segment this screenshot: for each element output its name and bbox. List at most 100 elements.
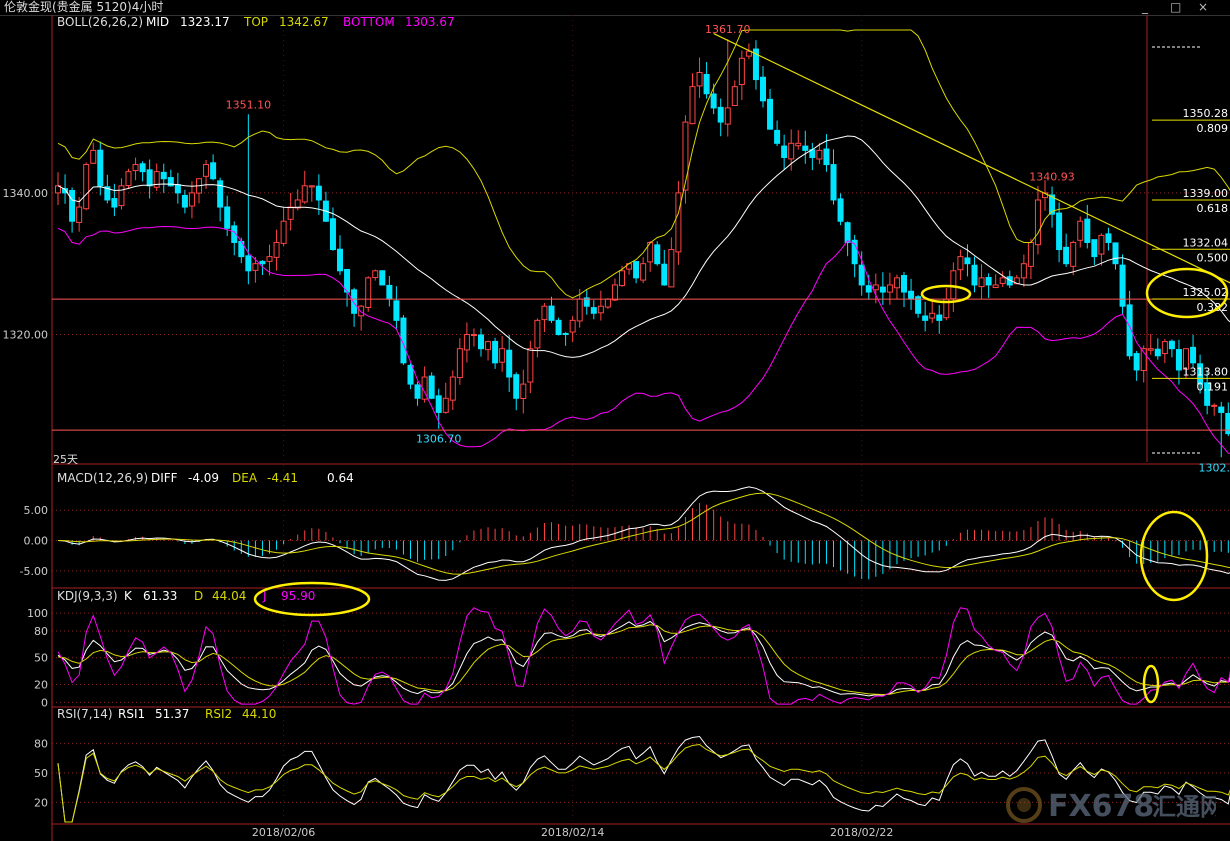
candle-body bbox=[1126, 304, 1133, 357]
rsi2-line bbox=[57, 743, 1230, 823]
minimize-button[interactable]: _ bbox=[1142, 0, 1148, 14]
candle-body bbox=[365, 277, 372, 308]
candle-body bbox=[802, 145, 809, 151]
candle-body bbox=[548, 305, 555, 321]
candle-body bbox=[463, 334, 470, 351]
candle-body bbox=[153, 171, 160, 188]
fib-price-label: 1350.28 bbox=[1183, 107, 1229, 120]
candle-body bbox=[1112, 242, 1119, 265]
kdj-j-label: J bbox=[262, 589, 267, 603]
kdj-tick-label: 80 bbox=[34, 625, 48, 638]
candle-body bbox=[964, 257, 971, 265]
candle-body bbox=[950, 270, 957, 300]
candle-body bbox=[181, 194, 188, 208]
x-tick-label: 2018/02/06 bbox=[252, 826, 315, 839]
rsi1-label: RSI1 bbox=[118, 707, 145, 721]
macd-label: MACD(12,26,9) bbox=[57, 471, 148, 485]
candle-body bbox=[1147, 348, 1154, 351]
candle-body bbox=[760, 76, 766, 102]
candle-body bbox=[661, 263, 668, 286]
fib-ratio-label: 0.382 bbox=[1197, 301, 1229, 314]
rsi-tick-label: 20 bbox=[34, 796, 48, 809]
candle-body bbox=[90, 149, 97, 164]
candle-body bbox=[795, 142, 802, 147]
kdj-tick-label: 20 bbox=[34, 678, 48, 691]
period-label: 25天 bbox=[53, 453, 78, 466]
boll-bottom-line bbox=[57, 225, 1230, 454]
kdj-tick-label: 0 bbox=[41, 696, 48, 709]
candle-body bbox=[287, 206, 294, 220]
annotation-ellipse-macd bbox=[1139, 510, 1209, 602]
candle-body bbox=[407, 364, 414, 385]
candle-body bbox=[358, 305, 365, 317]
candle-body bbox=[69, 190, 76, 222]
candle-body bbox=[62, 188, 69, 194]
boll-mid-label: MID bbox=[146, 15, 169, 29]
candle-body bbox=[576, 298, 583, 322]
candle-body bbox=[1020, 263, 1027, 279]
candle-body bbox=[118, 185, 125, 207]
kdj-d-value: 44.04 bbox=[212, 589, 246, 603]
macd-hist-value: 0.64 bbox=[327, 471, 354, 485]
candle-body bbox=[971, 264, 978, 286]
x-tick-label: 2018/02/14 bbox=[541, 826, 604, 839]
candle-body bbox=[534, 319, 541, 349]
boll-bottom-label: BOTTOM bbox=[343, 15, 395, 29]
candle-body bbox=[936, 314, 943, 321]
candle-body bbox=[858, 264, 865, 286]
candle-body bbox=[1105, 233, 1112, 243]
window-title: 伦敦金现(贵金属 5120)4小时 bbox=[4, 0, 164, 14]
rsi-label: RSI(7,14) bbox=[57, 707, 113, 721]
boll-top-label: TOP bbox=[243, 15, 268, 29]
candle-body bbox=[1154, 348, 1161, 357]
boll-bottom-value: 1303.67 bbox=[405, 15, 455, 29]
candle-body bbox=[301, 185, 308, 203]
price-annotation-label: 1351.10 bbox=[226, 98, 272, 111]
candle-body bbox=[266, 256, 273, 262]
candle-body bbox=[329, 218, 336, 251]
candle-body bbox=[203, 164, 210, 177]
watermark-ring-icon bbox=[1006, 787, 1042, 823]
candle-body bbox=[1175, 349, 1182, 371]
candle-body bbox=[922, 315, 929, 321]
candle-body bbox=[1070, 241, 1077, 267]
fib-ratio-label: 0.809 bbox=[1197, 122, 1229, 135]
candle-body bbox=[703, 74, 710, 95]
candle-body bbox=[1168, 340, 1175, 350]
candle-body bbox=[76, 206, 83, 223]
candle-body bbox=[470, 334, 477, 337]
kdj-j-line bbox=[57, 607, 1230, 705]
hand-annotations bbox=[253, 267, 1229, 704]
candle-body bbox=[231, 225, 238, 243]
macd-tick-label: 0.00 bbox=[24, 535, 49, 548]
kdj-k-line bbox=[57, 620, 1230, 697]
boll-mid-line bbox=[57, 135, 1230, 358]
kdj-j-value: 95.90 bbox=[281, 589, 315, 603]
x-tick-label: 2018/02/22 bbox=[830, 826, 893, 839]
axis-layer: 1340.00 1320.00 5.00 0.00 -5.00 100 80 50 20 0 80 5… bbox=[3, 187, 894, 839]
candle-body bbox=[541, 305, 548, 321]
price-annotation-label: 1361.70 bbox=[705, 23, 751, 36]
candle-body bbox=[668, 249, 675, 288]
candle-body bbox=[174, 184, 181, 194]
candle-body bbox=[104, 186, 111, 201]
candle-body bbox=[1027, 241, 1034, 267]
kdj-k-value: 61.33 bbox=[143, 589, 177, 603]
candle-body bbox=[167, 177, 174, 187]
close-button[interactable]: × bbox=[1198, 0, 1209, 14]
candle-body bbox=[478, 334, 484, 350]
candle-body bbox=[111, 198, 118, 208]
candle-body bbox=[379, 270, 386, 286]
downtrend-line bbox=[713, 33, 1230, 284]
candle-body bbox=[337, 248, 343, 272]
candle-body bbox=[816, 149, 823, 160]
kdj-panel bbox=[57, 607, 1230, 705]
candle-body bbox=[999, 277, 1006, 284]
maximize-button[interactable]: □ bbox=[1170, 0, 1182, 14]
kdj-k-label: K bbox=[124, 589, 133, 603]
watermark-logo: FX678 汇通网 bbox=[1006, 787, 1216, 824]
candle-body bbox=[308, 185, 315, 188]
candle-body bbox=[315, 185, 322, 201]
candle-body bbox=[442, 397, 449, 413]
